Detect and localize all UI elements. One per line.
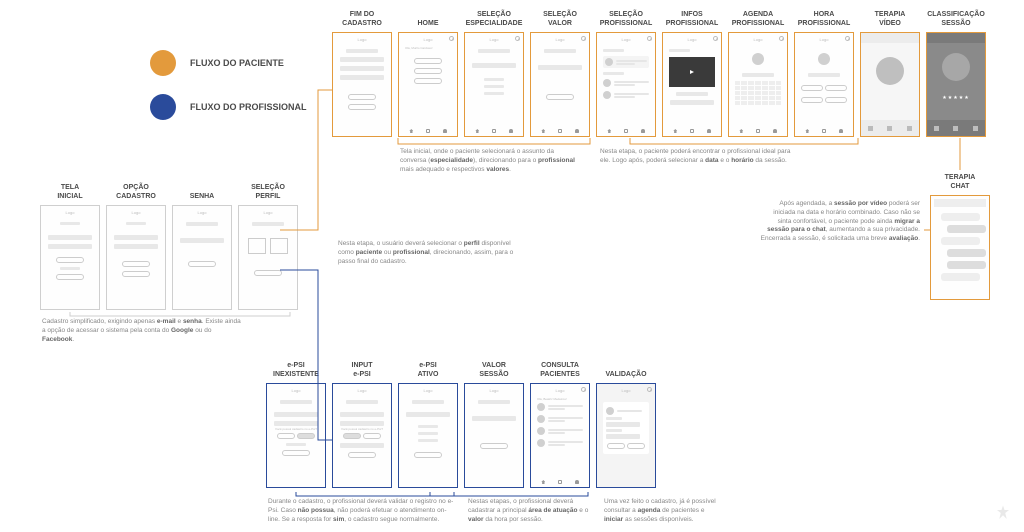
screen-agenda: Logo: [728, 32, 788, 137]
label: FIM DO CADASTRO: [342, 12, 382, 28]
legend-patient-label: FLUXO DO PACIENTE: [190, 58, 284, 68]
label: AGENDA PROFISSIONAL: [732, 12, 785, 28]
screen-infos-profissional: Logo: [662, 32, 722, 137]
screen-selecao-perfil: Logo: [238, 205, 298, 310]
caption-blue3: Uma vez feito o cadastro, já é possível …: [604, 498, 724, 524]
patient-dot: [150, 50, 176, 76]
screen-home: Logo Olá, Murilo Cardoso!: [398, 32, 458, 137]
label: CONSULTA PACIENTES: [540, 363, 580, 379]
label: VALOR SESSÃO: [479, 363, 508, 379]
legend: FLUXO DO PACIENTE FLUXO DO PROFISSIONAL: [150, 50, 307, 138]
screen-validacao: Logo: [596, 383, 656, 488]
legend-professional: FLUXO DO PROFISSIONAL: [150, 94, 307, 120]
stars-icon: ★★★★★: [942, 95, 969, 101]
label: INFOS PROFISSIONAL: [666, 12, 719, 28]
label: e-PSI INEXISTENTE: [273, 363, 319, 379]
col-senha: SENHA Logo: [172, 185, 232, 310]
screen-consulta-pacientes: Logo Olá, Beatriz Medeiros!: [530, 383, 590, 488]
screen-valor: Logo: [530, 32, 590, 137]
screen-senha: Logo: [172, 205, 232, 310]
label: TERAPIA VÍDEO: [875, 12, 906, 28]
label: SELEÇÃO PERFIL: [251, 185, 285, 201]
screen-epsi-ativo: Logo: [398, 383, 458, 488]
brand-logo-icon: [994, 504, 1012, 522]
label: VALIDAÇÃO: [605, 363, 646, 379]
row-patient: FIM DO CADASTRO Logo HOME Logo Olá, Muri…: [332, 12, 986, 137]
label: SELEÇÃO PROFISSIONAL: [600, 12, 653, 28]
label: SELEÇÃO VALOR: [543, 12, 577, 28]
label: SELEÇÃO ESPECIALIDADE: [466, 12, 523, 28]
label: SENHA: [190, 185, 215, 201]
caption-orange1: Tela inicial, onde o paciente selecionar…: [400, 148, 580, 174]
professional-dot: [150, 94, 176, 120]
screen-especialidade: Logo: [464, 32, 524, 137]
caption-orange2: Nesta etapa, o paciente poderá encontrar…: [600, 148, 800, 166]
screen-sel-profissional: Logo: [596, 32, 656, 137]
screen-opcao-cadastro: Logo: [106, 205, 166, 310]
label: e-PSI ATIVO: [418, 363, 439, 379]
caption-blue1: Durante o cadastro, o profissional dever…: [268, 498, 458, 524]
label: INPUT e-PSI: [352, 363, 373, 379]
legend-professional-label: FLUXO DO PROFISSIONAL: [190, 102, 307, 112]
row-shared: TELA INICIAL Logo OPÇÃO CADASTRO Logo SE…: [40, 185, 298, 310]
screen-terapia-video: [860, 32, 920, 137]
caption-gray: Cadastro simplificado, exigindo apenas e…: [42, 318, 242, 344]
caption-blue2: Nestas etapas, o profissional deverá cad…: [468, 498, 598, 524]
caption-selecao-perfil: Nesta etapa, o usuário deverá selecionar…: [338, 240, 528, 266]
screen-tela-inicial: Logo: [40, 205, 100, 310]
screen-epsi-inexistente: Logo Você possui cadastro no e-Psi?: [266, 383, 326, 488]
col-terapia-chat: TERAPIA CHAT: [930, 175, 990, 300]
screen-terapia-chat: [930, 195, 990, 300]
caption-orange3: Após agendada, a sessão por vídeo poderá…: [760, 200, 920, 244]
row-professional: e-PSI INEXISTENTE Logo Você possui cadas…: [266, 363, 656, 488]
legend-patient: FLUXO DO PACIENTE: [150, 50, 307, 76]
screen-input-epsi: Logo Você possui cadastro no e-Psi?: [332, 383, 392, 488]
label: HOME: [418, 12, 439, 28]
label: TELA INICIAL: [57, 185, 82, 201]
col-selecao-perfil: SELEÇÃO PERFIL Logo: [238, 185, 298, 310]
screen-hora: Logo: [794, 32, 854, 137]
logo-text: Logo: [66, 210, 75, 215]
label: HORA PROFISSIONAL: [798, 12, 851, 28]
label: TERAPIA CHAT: [945, 175, 976, 191]
label: CLASSIFICAÇÃO SESSÃO: [927, 12, 985, 28]
col-tela-inicial: TELA INICIAL Logo: [40, 185, 100, 310]
screen-classificacao: ★★★★★: [926, 32, 986, 137]
label: OPÇÃO CADASTRO: [116, 185, 156, 201]
screen-fim-cadastro: Logo: [332, 32, 392, 137]
col-opcao-cadastro: OPÇÃO CADASTRO Logo: [106, 185, 166, 310]
screen-valor-sessao: Logo: [464, 383, 524, 488]
